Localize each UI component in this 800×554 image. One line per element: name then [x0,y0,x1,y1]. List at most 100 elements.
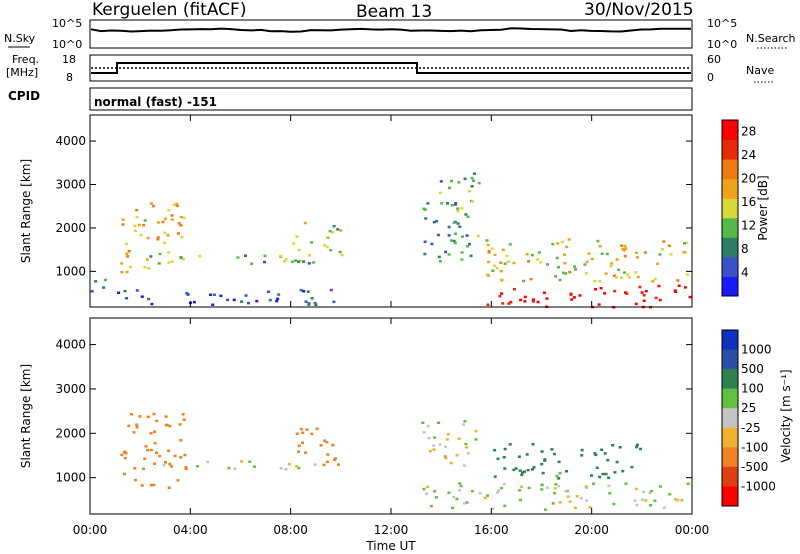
heatmap-cell [143,219,147,222]
heatmap-cell [584,272,588,275]
heatmap-cell [565,470,568,473]
heatmap-cell [643,251,647,254]
colorbar-tick-label: -100 [741,440,768,454]
heatmap-cell [455,454,459,457]
freq-label-line2: [MHz] [6,66,38,79]
colorbar-swatch [722,256,738,277]
heatmap-cell [587,252,591,255]
power-y-ticks: 1000 2000 3000 4000 [55,134,692,278]
heatmap-cell [470,200,474,203]
heatmap-cell [525,453,529,456]
heatmap-cell [536,258,539,261]
heatmap-cell [638,285,642,289]
colorbar-swatch [722,330,738,351]
heatmap-cell [634,251,638,254]
heatmap-cell [428,449,432,453]
heatmap-cell [465,234,469,237]
heatmap-cell [336,228,340,231]
heatmap-cell [451,506,455,510]
heatmap-cell [170,260,174,263]
heatmap-cell [275,299,279,303]
heatmap-cell [167,209,171,212]
y-tick-label: 1000 [55,471,86,485]
heatmap-cell [502,456,506,459]
heatmap-cell [227,466,231,470]
heatmap-cell [509,300,513,304]
heatmap-cell [499,486,503,490]
heatmap-cell [302,290,306,293]
heatmap-cell [523,295,527,299]
heatmap-cell [447,234,451,237]
colorbar-tick-label: 100 [741,382,764,396]
heatmap-cell [170,218,174,221]
heatmap-cell [642,299,646,302]
heatmap-cell [555,256,559,260]
heatmap-cell [633,499,637,502]
heatmap-cell [138,415,142,418]
cpid-mode-text: normal (fast) -151 [94,95,217,109]
heatmap-cell [599,287,603,290]
heatmap-cell [590,257,594,261]
heatmap-cell [182,418,186,421]
heatmap-cell [198,254,202,258]
heatmap-cell [125,270,129,274]
heatmap-cell [558,471,562,475]
heatmap-cell [276,297,280,301]
heatmap-cell [167,251,171,254]
heatmap-cell [657,284,661,288]
heatmap-cell [156,236,160,239]
heatmap-cell [598,475,602,479]
heatmap-cell [135,215,139,219]
heatmap-cell [485,239,489,242]
x-tick-label: 04:00 [173,523,208,537]
heatmap-cell [219,294,223,298]
heatmap-cell [493,264,497,267]
power-frame [89,114,693,308]
heatmap-cell [539,261,543,264]
heatmap-cell [432,448,436,451]
heatmap-cell [164,415,168,418]
heatmap-cell [422,431,426,434]
heatmap-cell [295,465,299,468]
heatmap-cell [465,245,469,248]
heatmap-cell [674,498,677,501]
cpid-frame [89,87,693,111]
heatmap-cell [104,278,107,282]
heatmap-cell [338,250,342,254]
heatmap-cell [513,288,516,291]
heatmap-cell [450,204,454,207]
heatmap-cell [601,472,605,476]
heatmap-cell [310,297,314,300]
heatmap-cell [676,499,680,502]
heatmap-cell [329,288,333,292]
heatmap-cell [158,252,162,256]
heatmap-cell [469,254,473,258]
heatmap-cell [323,439,327,442]
heatmap-cell [570,298,574,301]
heatmap-cell [579,497,583,500]
heatmap-cell [558,501,562,504]
heatmap-cell [553,487,557,490]
heatmap-cell [454,203,457,206]
heatmap-cell [143,457,147,460]
heatmap-cell [447,225,451,229]
heatmap-cell [430,242,434,246]
heatmap-cell [606,458,610,462]
heatmap-cell [447,491,451,494]
heatmap-cell [545,297,549,300]
heatmap-cell [248,460,252,463]
colorbar-tick-label: 12 [741,219,756,233]
heatmap-cell [236,256,240,259]
colorbar-swatch [722,139,738,160]
heatmap-cell [683,251,687,254]
heatmap-cell [496,457,500,461]
heatmap-cell [457,181,461,184]
heatmap-cell [435,220,439,223]
heatmap-cell [178,423,182,426]
heatmap-cell [212,293,216,296]
heatmap-cell [172,203,176,207]
heatmap-cell [449,179,453,183]
heatmap-cell [624,482,628,485]
heatmap-cell [455,497,459,501]
heatmap-cell [149,483,153,487]
